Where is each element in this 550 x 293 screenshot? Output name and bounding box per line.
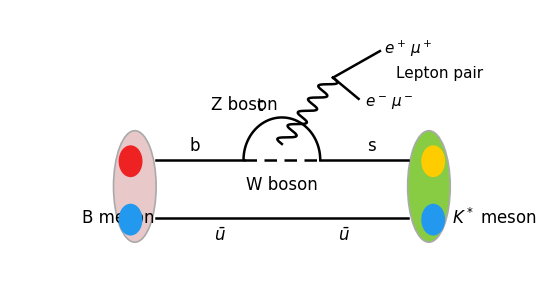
Text: $e^+\,\mu^+$: $e^+\,\mu^+$ bbox=[384, 38, 433, 59]
Text: t: t bbox=[256, 97, 263, 115]
Text: $\bar{u}$: $\bar{u}$ bbox=[338, 227, 350, 245]
Text: Z boson: Z boson bbox=[211, 96, 278, 115]
Text: B meson: B meson bbox=[81, 209, 154, 227]
Ellipse shape bbox=[119, 204, 142, 236]
Text: $\bar{u}$: $\bar{u}$ bbox=[214, 227, 226, 245]
Ellipse shape bbox=[421, 145, 445, 177]
Ellipse shape bbox=[408, 131, 450, 242]
Text: $K^*$ meson: $K^*$ meson bbox=[452, 208, 537, 228]
Ellipse shape bbox=[421, 204, 445, 236]
Text: $e^-\,\mu^-$: $e^-\,\mu^-$ bbox=[365, 94, 414, 112]
Ellipse shape bbox=[119, 145, 142, 177]
Text: Lepton pair: Lepton pair bbox=[396, 66, 483, 81]
Ellipse shape bbox=[113, 131, 156, 242]
Text: W boson: W boson bbox=[246, 176, 318, 194]
Text: s: s bbox=[367, 137, 376, 155]
Text: b: b bbox=[189, 137, 200, 155]
